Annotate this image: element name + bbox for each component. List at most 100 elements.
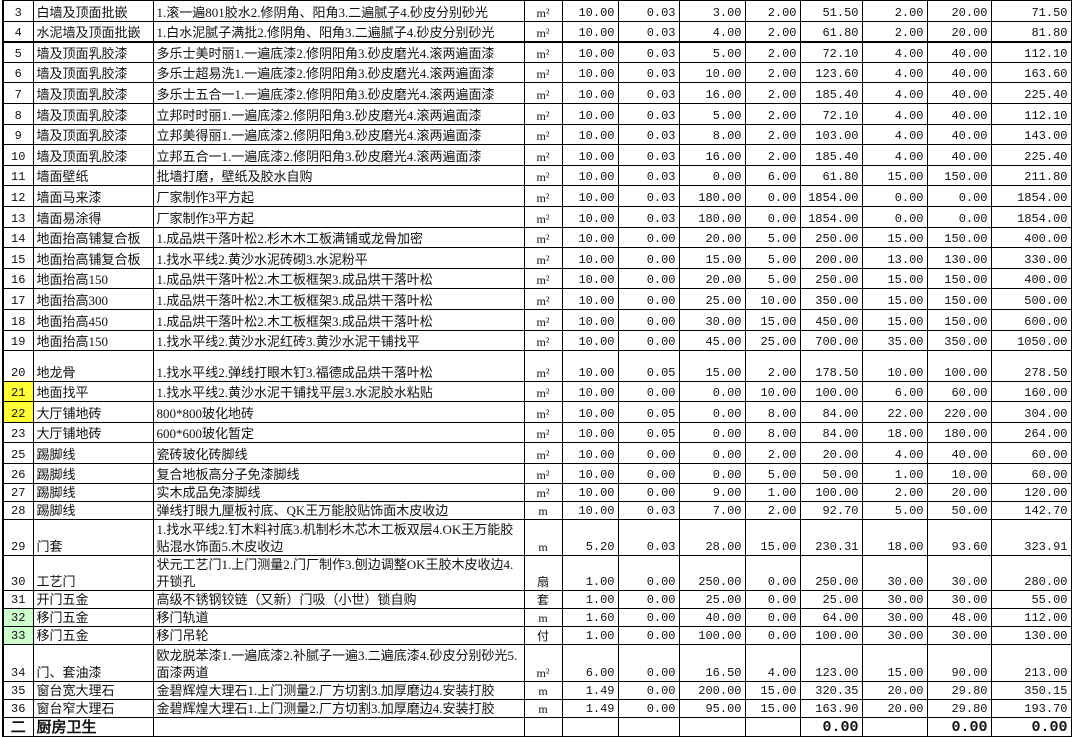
cell-labor-total[interactable]: 150.00	[926, 164, 992, 187]
cell-aux-price[interactable]: 15.00	[744, 681, 801, 701]
cell-aux-price[interactable]: 15.00	[744, 699, 801, 719]
cell-labor-price[interactable]: 15.00	[861, 308, 928, 331]
cell-description[interactable]: 瓷砖玻化砖脚线	[152, 442, 525, 464]
cell-labor-total[interactable]: 150.00	[926, 226, 992, 249]
cell-total[interactable]: 400.00	[990, 226, 1072, 249]
cell-total[interactable]: 323.91	[990, 519, 1072, 557]
cell-aux-price[interactable]: 0.00	[744, 590, 801, 610]
cell-labor-total[interactable]: 29.80	[926, 681, 992, 701]
cell-labor-total[interactable]: 0.00	[926, 205, 992, 228]
cell-total[interactable]: 120.00	[990, 483, 1072, 503]
cell-item-name[interactable]: 白墙及顶面批嵌	[32, 0, 154, 22]
cell-total[interactable]: 193.70	[990, 699, 1072, 719]
cell-total[interactable]: 400.00	[990, 267, 1072, 290]
cell-quantity[interactable]: 1.49	[561, 681, 619, 701]
cell-total[interactable]: 55.00	[990, 590, 1072, 610]
cell-description[interactable]: 1.找水平线2.弹线打眼木钉3.福德成品烘干落叶松	[152, 350, 525, 383]
cell-quantity[interactable]: 10.00	[561, 164, 619, 187]
cell-total[interactable]: 225.40	[990, 82, 1072, 104]
cell-aux-price[interactable]: 6.00	[744, 164, 801, 187]
cell-unit[interactable]: m²	[523, 462, 563, 485]
cell-description[interactable]	[152, 717, 525, 737]
cell-unit[interactable]: m²	[523, 226, 563, 249]
cell-material-price[interactable]: 5.00	[678, 40, 746, 63]
cell-labor-price[interactable]: 30.00	[861, 626, 928, 646]
cell-item-name[interactable]: 窗台宽大理石	[32, 681, 154, 701]
cell-labor-total[interactable]: 40.00	[926, 102, 992, 125]
cell-item-number[interactable]: 13	[2, 205, 34, 228]
cell-quantity[interactable]: 1.00	[561, 555, 619, 592]
cell-unit[interactable]: m	[523, 699, 563, 719]
cell-item-name[interactable]: 墙及顶面乳胶漆	[32, 40, 154, 63]
cell-quantity[interactable]: 10.00	[561, 226, 619, 249]
cell-labor-price[interactable]: 30.00	[861, 608, 928, 628]
cell-material-price[interactable]: 180.00	[678, 185, 746, 207]
cell-item-name[interactable]: 地面抬高铺复合板	[32, 226, 154, 249]
cell-unit[interactable]: m²	[523, 483, 563, 503]
cell-item-name[interactable]: 厨房卫生	[32, 717, 154, 737]
cell-item-name[interactable]: 墙及顶面乳胶漆	[32, 82, 154, 104]
cell-aux-price[interactable]: 2.00	[744, 442, 801, 464]
cell-labor-total[interactable]: 20.00	[926, 20, 992, 43]
cell-total[interactable]: 500.00	[990, 288, 1072, 310]
cell-quantity[interactable]: 10.00	[561, 350, 619, 383]
cell-quantity[interactable]: 10.00	[561, 308, 619, 331]
cell-labor-total[interactable]: 0.00	[926, 185, 992, 207]
cell-aux-price[interactable]: 2.00	[744, 0, 801, 22]
cell-quantity[interactable]: 10.00	[561, 421, 619, 444]
cell-material-total[interactable]: 84.00	[799, 401, 863, 423]
cell-item-number[interactable]: 4	[2, 20, 34, 43]
cell-quantity[interactable]: 10.00	[561, 40, 619, 63]
cell-description[interactable]: 多乐士超易洗1.一遍底漆2.修阴阳角3.砂皮磨光4.滚两遍面漆	[152, 61, 525, 84]
cell-unit[interactable]: m²	[523, 20, 563, 43]
cell-total[interactable]: 225.40	[990, 144, 1072, 166]
cell-item-number[interactable]: 17	[2, 288, 34, 310]
cell-loss-rate[interactable]: 0.00	[617, 608, 680, 628]
cell-item-number[interactable]: 8	[2, 102, 34, 125]
cell-unit[interactable]: m²	[523, 288, 563, 310]
cell-material-price[interactable]: 0.00	[678, 381, 746, 403]
cell-loss-rate[interactable]: 0.00	[617, 462, 680, 485]
cell-aux-price[interactable]: 2.00	[744, 501, 801, 521]
cell-loss-rate[interactable]: 0.00	[617, 681, 680, 701]
cell-material-total[interactable]: 185.40	[799, 82, 863, 104]
cell-material-total[interactable]: 250.00	[799, 226, 863, 249]
cell-unit[interactable]: m²	[523, 381, 563, 403]
cell-aux-price[interactable]: 2.00	[744, 20, 801, 43]
cell-description[interactable]: 厂家制作3平方起	[152, 185, 525, 207]
cell-unit[interactable]: m	[523, 519, 563, 557]
cell-labor-total[interactable]: 180.00	[926, 421, 992, 444]
cell-material-total[interactable]: 123.00	[799, 644, 863, 683]
cell-unit[interactable]: m²	[523, 644, 563, 683]
cell-unit[interactable]: m²	[523, 308, 563, 331]
cell-quantity[interactable]: 10.00	[561, 20, 619, 43]
cell-labor-price[interactable]: 4.00	[861, 40, 928, 63]
cell-quantity[interactable]: 10.00	[561, 267, 619, 290]
cell-material-price[interactable]: 25.00	[678, 590, 746, 610]
cell-item-number[interactable]: 二	[2, 717, 34, 737]
cell-quantity[interactable]: 1.49	[561, 699, 619, 719]
cell-unit[interactable]: m²	[523, 144, 563, 166]
cell-unit[interactable]: 付	[523, 626, 563, 646]
cell-unit[interactable]: m²	[523, 247, 563, 269]
cell-quantity[interactable]: 10.00	[561, 288, 619, 310]
cell-description[interactable]: 欧龙脱苯漆1.一遍底漆2.补腻子一遍3.二遍底漆4.砂皮分别砂光5.面漆两道	[152, 644, 525, 683]
cell-quantity[interactable]: 10.00	[561, 401, 619, 423]
cell-material-total[interactable]: 100.00	[799, 626, 863, 646]
cell-description[interactable]: 弹线打眼九厘板衬底、QK王万能胶贴饰面木皮收边	[152, 501, 525, 521]
cell-item-number[interactable]: 28	[2, 501, 34, 521]
cell-item-number[interactable]: 32	[2, 608, 34, 628]
cell-item-name[interactable]: 大厅铺地砖	[32, 421, 154, 444]
cell-item-number[interactable]: 6	[2, 61, 34, 84]
cell-loss-rate[interactable]: 0.03	[617, 123, 680, 146]
cell-labor-total[interactable]: 60.00	[926, 381, 992, 403]
cell-quantity[interactable]: 10.00	[561, 247, 619, 269]
cell-aux-price[interactable]: 4.00	[744, 644, 801, 683]
cell-item-name[interactable]: 墙及顶面乳胶漆	[32, 102, 154, 125]
cell-total[interactable]: 163.60	[990, 61, 1072, 84]
cell-labor-total[interactable]: 130.00	[926, 247, 992, 269]
cell-quantity[interactable]: 10.00	[561, 144, 619, 166]
cell-unit[interactable]: m²	[523, 421, 563, 444]
cell-quantity[interactable]: 10.00	[561, 82, 619, 104]
cell-loss-rate[interactable]: 0.03	[617, 144, 680, 166]
